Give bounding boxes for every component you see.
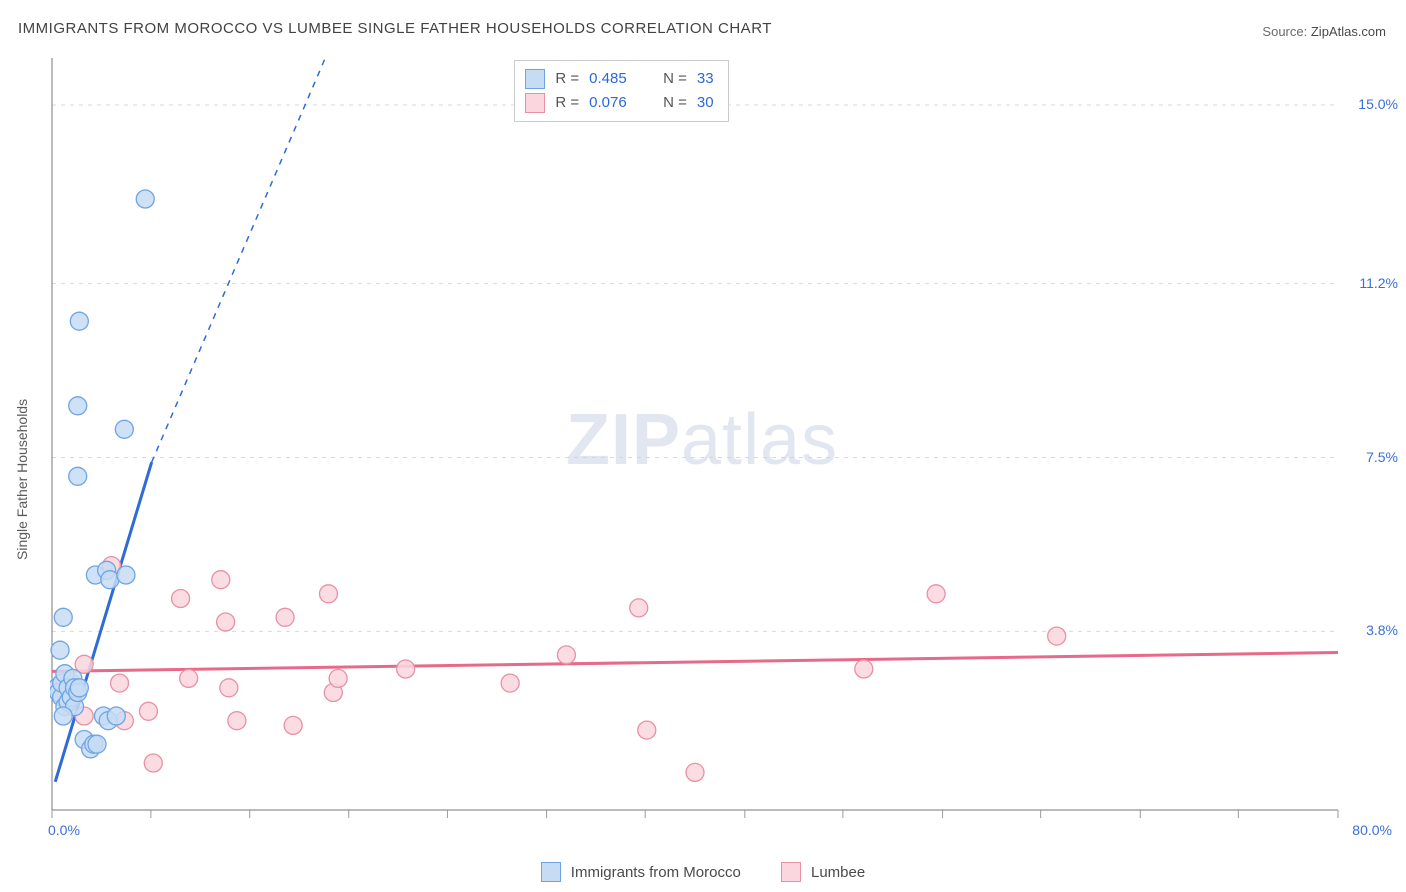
y-tick-label: 3.8% <box>1366 622 1398 638</box>
stat-r-label-1: R = <box>555 91 579 115</box>
stat-legend-box: R = 0.485 N = 33 R = 0.076 N = 30 <box>514 60 728 122</box>
legend-swatch-1 <box>781 862 801 882</box>
x-tick-min: 0.0% <box>48 822 80 838</box>
legend-label-0: Immigrants from Morocco <box>571 864 741 881</box>
source-label: Source: <box>1262 24 1307 39</box>
stat-n-label-1: N = <box>663 91 687 115</box>
source-attribution: Source: ZipAtlas.com <box>1262 24 1386 39</box>
stat-n-value-0: 33 <box>697 67 714 91</box>
legend-item-0: Immigrants from Morocco <box>541 862 741 882</box>
stat-r-value-0: 0.485 <box>589 67 647 91</box>
legend-swatch-0 <box>541 862 561 882</box>
bottom-legend: Immigrants from Morocco Lumbee <box>0 862 1406 886</box>
y-axis-label: Single Father Households <box>14 399 30 560</box>
stat-n-label-0: N = <box>663 67 687 91</box>
y-tick-label: 15.0% <box>1358 96 1398 112</box>
legend-swatch-series-1 <box>525 93 545 113</box>
stat-n-value-1: 30 <box>697 91 714 115</box>
chart-svg <box>50 56 1340 836</box>
legend-swatch-series-0 <box>525 69 545 89</box>
stat-r-value-1: 0.076 <box>589 91 647 115</box>
source-value: ZipAtlas.com <box>1311 24 1386 39</box>
y-tick-label: 7.5% <box>1366 449 1398 465</box>
x-tick-max: 80.0% <box>1352 822 1392 838</box>
plot-area: ZIPatlas R = 0.485 N = 33 R = 0.076 N = … <box>50 56 1340 836</box>
stat-legend-row-2: R = 0.076 N = 30 <box>525 91 713 115</box>
chart-title: IMMIGRANTS FROM MOROCCO VS LUMBEE SINGLE… <box>18 20 772 37</box>
stat-r-label-0: R = <box>555 67 579 91</box>
y-tick-label: 11.2% <box>1359 275 1398 291</box>
stat-legend-row-1: R = 0.485 N = 33 <box>525 67 713 91</box>
legend-label-1: Lumbee <box>811 864 865 881</box>
legend-item-1: Lumbee <box>781 862 865 882</box>
